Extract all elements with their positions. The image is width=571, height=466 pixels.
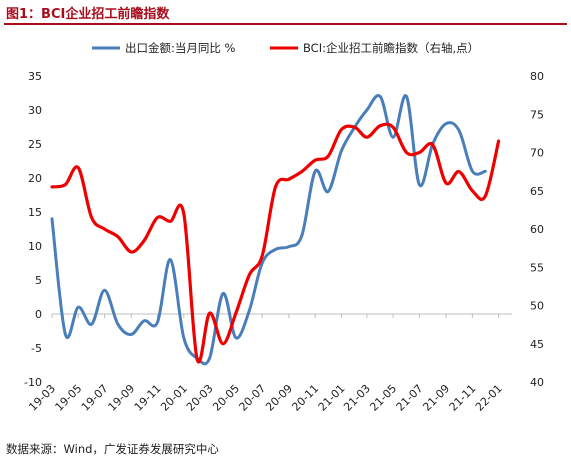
line-chart: 出口金额:当月同比 % BCI:企业招工前瞻指数（右轴,点） 35 30 25 20 15… bbox=[24, 41, 544, 414]
y-right-tick-label: 40 bbox=[530, 376, 544, 389]
y-right-tick-label: 75 bbox=[530, 108, 544, 121]
x-tick-label: 19-07 bbox=[79, 382, 111, 414]
x-tick-label: 19-05 bbox=[53, 382, 85, 414]
y-left-tick-label: 25 bbox=[28, 138, 42, 151]
y-left-tick-label: 35 bbox=[28, 70, 42, 83]
x-tick-label: 22-01 bbox=[473, 382, 505, 414]
y-right-tick-label: 45 bbox=[530, 338, 544, 351]
x-tick-label: 21-03 bbox=[341, 382, 373, 414]
y-left-tick-label: 30 bbox=[28, 104, 42, 117]
y-right-tick-label: 55 bbox=[530, 261, 544, 274]
x-tick-label: 21-05 bbox=[367, 382, 399, 414]
x-tick-label: 21-01 bbox=[316, 382, 348, 414]
x-tick-label: 20-11 bbox=[289, 382, 321, 414]
export-series-line bbox=[50, 93, 487, 366]
series-layer bbox=[50, 93, 501, 366]
y-right-tick-label: 80 bbox=[530, 70, 544, 83]
x-tick-label: 20-05 bbox=[210, 382, 242, 414]
legend-label: BCI:企业招工前瞻指数（右轴,点） bbox=[303, 41, 479, 55]
x-tick-label: 21-09 bbox=[420, 382, 452, 414]
tick-labels: 35302520151050-5-1080757065605550454019-… bbox=[24, 70, 544, 414]
source-note: 数据来源：Wind，广发证券发展研究中心 bbox=[6, 442, 219, 456]
y-right-tick-label: 70 bbox=[530, 147, 544, 160]
figure-title: 图1：BCI企业招工前瞻指数 bbox=[6, 7, 170, 22]
legend-label: 出口金额:当月同比 % bbox=[125, 41, 236, 55]
y-right-tick-label: 65 bbox=[530, 185, 544, 198]
x-tick-label: 19-11 bbox=[132, 382, 164, 414]
x-tick-label: 21-11 bbox=[447, 382, 479, 414]
axes bbox=[51, 313, 512, 318]
y-right-tick-label: 60 bbox=[530, 223, 544, 236]
y-left-tick-label: -10 bbox=[24, 376, 42, 389]
y-left-tick-label: -5 bbox=[31, 342, 42, 355]
y-left-tick-label: 15 bbox=[28, 206, 42, 219]
x-tick-label: 19-09 bbox=[106, 382, 138, 414]
x-tick-label: 20-09 bbox=[263, 382, 295, 414]
y-left-tick-label: 0 bbox=[35, 308, 42, 321]
legend: 出口金额:当月同比 % BCI:企业招工前瞻指数（右轴,点） bbox=[92, 41, 479, 55]
x-tick-label: 20-03 bbox=[184, 382, 216, 414]
y-right-tick-label: 50 bbox=[530, 300, 544, 313]
x-tick-label: 21-07 bbox=[394, 382, 426, 414]
y-left-tick-label: 20 bbox=[28, 172, 42, 185]
x-tick-label: 20-07 bbox=[237, 382, 269, 414]
title-bar: 图1：BCI企业招工前瞻指数 bbox=[4, 1, 567, 25]
y-left-tick-label: 10 bbox=[28, 240, 42, 253]
x-tick-label: 20-01 bbox=[158, 382, 190, 414]
y-left-tick-label: 5 bbox=[35, 274, 42, 287]
bci-series-line bbox=[50, 122, 501, 364]
